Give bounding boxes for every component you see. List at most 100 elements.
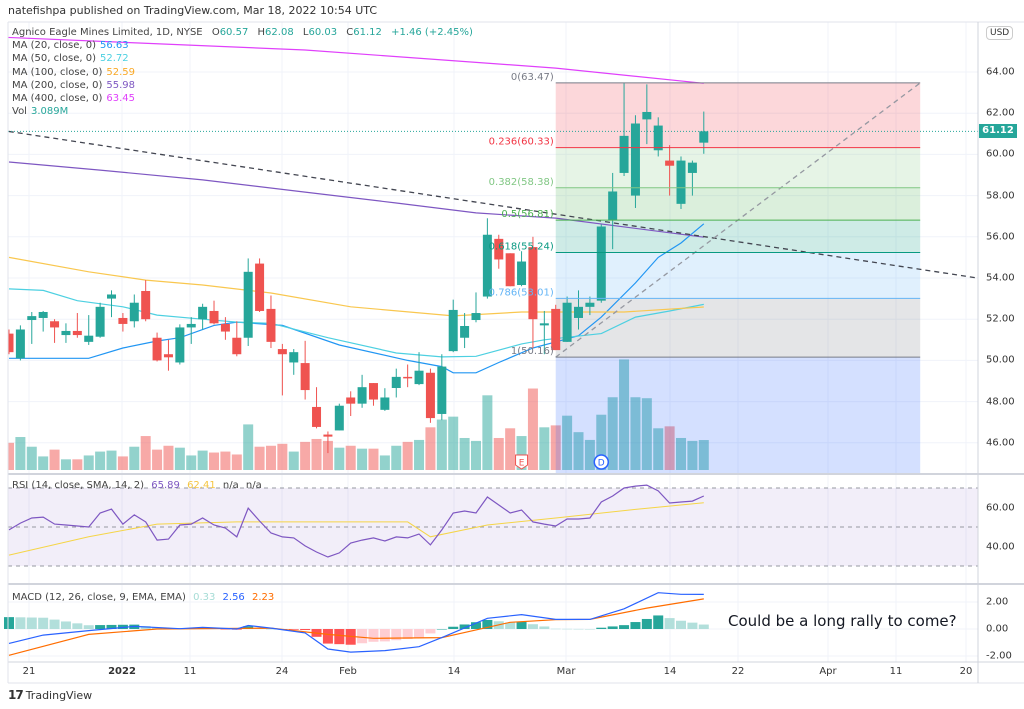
candle-body [368,383,378,400]
time-tick: 21 [22,666,36,677]
macd-legend[interactable]: MACD (12, 26, close, 9, EMA, EMA) 0.33 2… [12,591,274,604]
macd-histogram-bar [322,629,333,644]
symbol-legend-row[interactable]: Agnico Eagle Mines Limited, 1D, NYSE O60… [12,26,473,39]
candle-body [312,406,322,427]
volume-bar [26,446,37,470]
candle-body [403,376,413,379]
candle [403,364,413,388]
volume-bar [482,395,493,470]
volume-bar [414,439,425,470]
fib-level-label: 0(63.47) [511,72,554,83]
fib-zone [555,298,921,358]
candle [289,349,299,375]
published-header: natefishpa published on TradingView.com,… [8,4,378,17]
main-legend: Agnico Eagle Mines Limited, 1D, NYSE O60… [12,26,473,118]
volume-bar [8,442,14,470]
macd-histogram-bar [653,615,664,629]
macd-histogram-bar [630,622,641,629]
candle [129,294,139,328]
volume-bar [516,436,527,470]
rsi-ma-line [8,502,704,556]
volume-bar [220,451,231,470]
macd-histogram-bar [584,629,595,630]
macd-histogram-bar [300,629,311,631]
candle-body [425,372,435,419]
volume-bar [607,397,618,470]
rsi-pane[interactable] [8,484,978,567]
candle-body [300,363,310,391]
macd-histogram-bar [619,625,630,629]
volume-bar [95,451,106,470]
candle-body [585,302,595,307]
time-tick: Feb [339,666,357,677]
price-pane[interactable]: 0(63.47) 0.236(60.33) 0.382(58.38) 0.5(56.8… [0,36,1024,473]
candle-body [107,294,117,299]
macd-histogram-bar [596,627,607,629]
candle [277,343,287,396]
candle [50,319,60,343]
candle [630,115,640,208]
ma400-legend[interactable]: MA (400, close, 0) 63.45 [12,92,136,104]
macd-histogram-bar [470,622,481,629]
ma100-legend[interactable]: MA (100, close, 0) 52.59 [12,66,136,78]
ohlc-open: O60.57 [211,27,249,38]
volume-bar [334,447,345,470]
volume-bar [197,450,208,470]
candle-body [141,290,151,320]
candle-body [15,329,25,359]
fib-level-label: 1(50.16) [511,346,554,357]
tradingview-logo-icon: 17 [8,688,24,702]
time-tick: 11 [183,666,197,677]
price-tick: 60.00 [986,148,1015,160]
macd-histogram-bar [391,629,402,641]
time-tick: 11 [889,666,903,677]
ohlc-high: H62.08 [257,27,294,38]
candle [471,292,481,323]
macd-histogram-value: 0.33 [193,592,216,603]
time-tick: 14 [663,666,677,677]
candle-body [220,323,230,332]
candle-body [596,226,606,301]
ma100-line [8,256,704,317]
volume-bar [163,445,174,470]
date-range-shading [555,357,921,473]
candle [95,302,105,338]
ma50-legend[interactable]: MA (50, close, 0) 52.72 [12,53,129,65]
candle-body [687,162,697,173]
candle [232,321,242,357]
candle-body [391,376,401,389]
volume-bar [664,426,675,470]
candle-body [494,238,504,260]
candle-body [448,309,458,352]
currency-button[interactable]: USD [986,26,1014,40]
macd-pane[interactable] [4,592,709,656]
candle-body [243,271,253,338]
macd-histogram-bar [243,626,254,629]
ma200-legend[interactable]: MA (200, close, 0) 55.98 [12,79,136,91]
candle [357,374,367,408]
macd-histogram-bar [379,629,390,642]
earnings-icon [515,454,529,470]
candle [562,296,572,342]
time-tick: Apr [819,666,837,677]
candle-body [289,352,299,363]
candle [528,236,538,349]
candle-body [551,308,561,351]
volume-bar [448,416,459,470]
chart-annotation-text[interactable]: Could be a long rally to come? [728,612,957,630]
rsi-legend[interactable]: RSI (14, close, SMA, 14, 2) 65.89 62.41 … [12,479,262,492]
macd-tick: -2.00 [986,650,1012,662]
volume-legend[interactable]: Vol 3.089M [12,106,69,118]
fib-level-label: 0.786(53.01) [489,287,554,298]
dividend-marker: D [593,454,610,470]
macd-histogram-bar [687,622,698,629]
macd-histogram-bar [550,628,561,630]
candle-body [50,321,60,328]
candle-body [61,330,71,336]
price-tick: 62.00 [986,107,1015,119]
ma20-legend[interactable]: MA (20, close, 0) 56.63 [12,40,129,52]
macd-line [8,592,704,653]
macd-histogram-bar [26,617,37,629]
candle-body [175,327,185,363]
